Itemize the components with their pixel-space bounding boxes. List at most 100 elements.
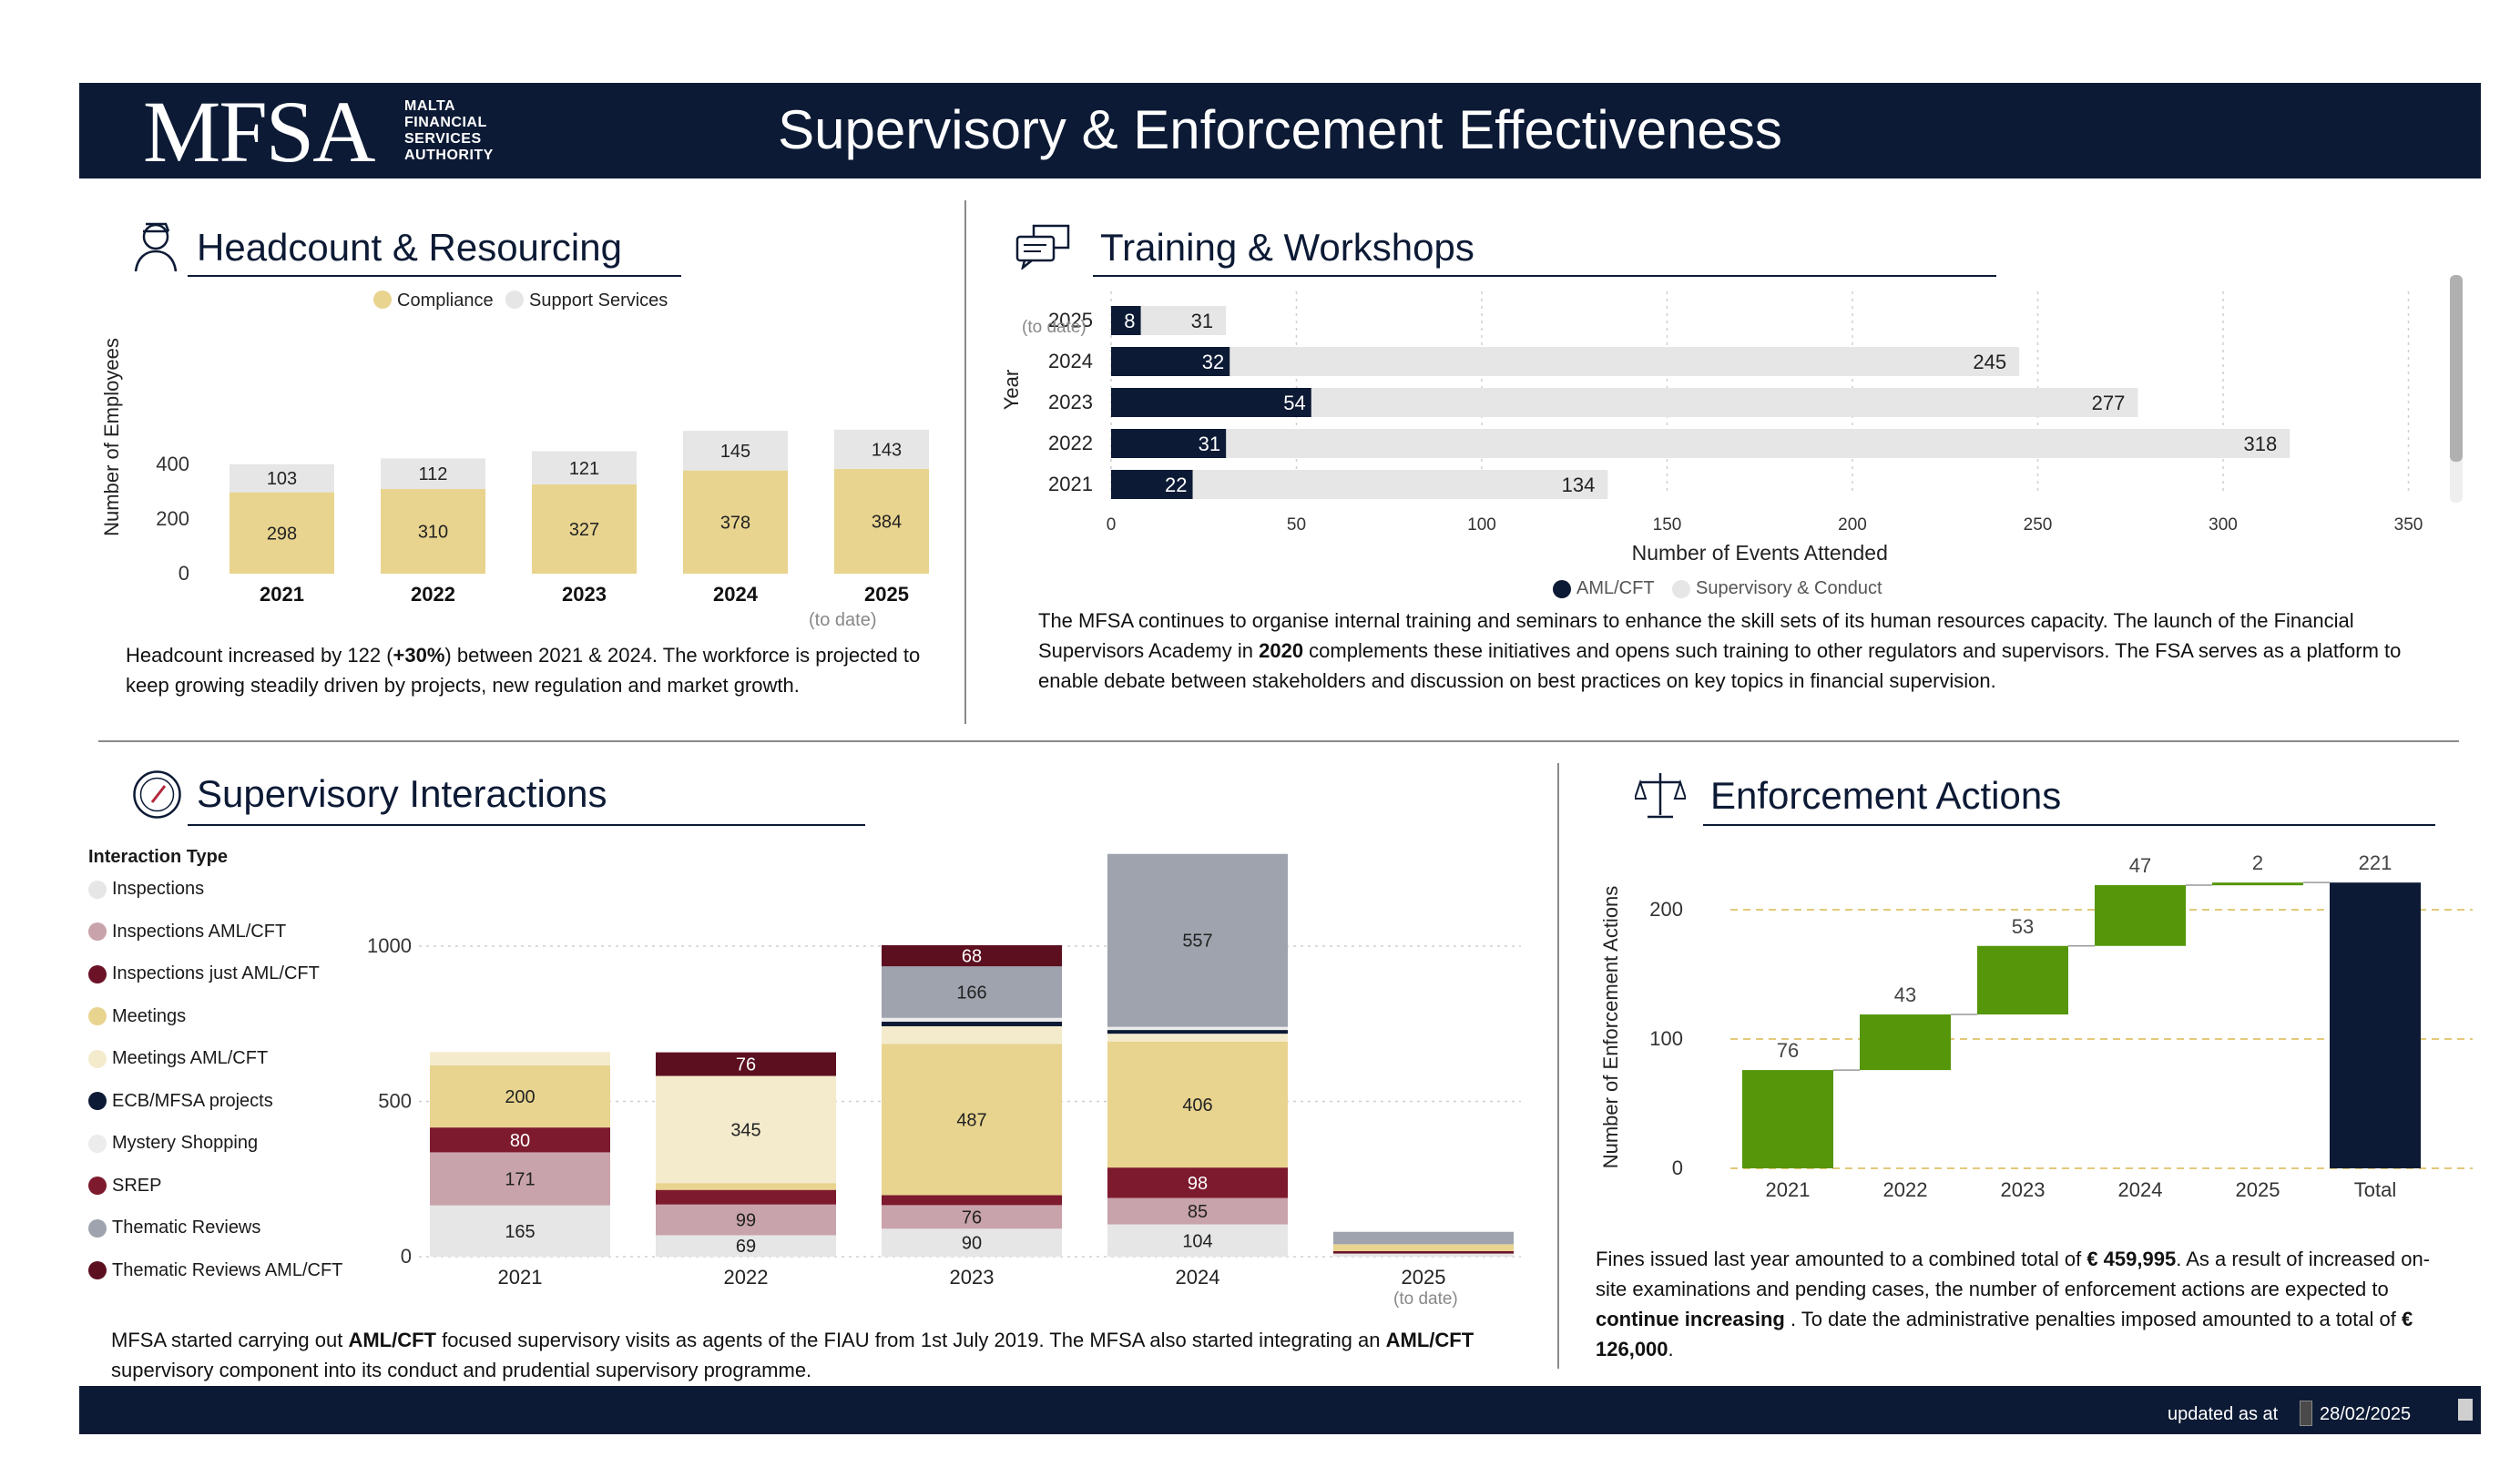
interactions-title: Supervisory Interactions: [197, 772, 607, 815]
interactions-bar-segment: [430, 1065, 610, 1128]
training-data-label-amlcft: 8: [1124, 310, 1135, 332]
interactions-x-tick: 2021: [498, 1266, 543, 1289]
training-x-tick: 350: [2394, 515, 2423, 535]
training-title: Training & Workshops: [1100, 226, 1474, 269]
interactions-2025-note: (to date): [1393, 1289, 1458, 1309]
headcount-data-label: 145: [720, 442, 750, 462]
headcount-data-label: 298: [267, 524, 297, 544]
training-scrollbar-track[interactable]: [2450, 275, 2463, 503]
enforcement-bar: [1860, 1014, 1951, 1071]
enforcement-underline: [1703, 824, 2435, 826]
training-legend-amlcft: AML/CFT: [1553, 578, 1655, 599]
headcount-bar-segment: [381, 489, 485, 574]
interactions-bar-segment: [656, 1204, 836, 1236]
enforcement-data-label: 2: [2252, 851, 2263, 874]
legend-dot: [88, 1218, 107, 1238]
enforcement-y-axis-label: Number of Enforcement Actions: [1599, 886, 1622, 1169]
headcount-bar-segment: [230, 464, 334, 493]
interactions-legend-item: Inspections AML/CFT: [88, 922, 286, 942]
interactions-data-label: 171: [505, 1170, 535, 1190]
headcount-legend-label: Compliance: [397, 290, 494, 311]
enforcement-y-tick: 0: [1672, 1156, 1683, 1179]
training-bar-amlcft: [1111, 347, 1230, 376]
headcount-legend-dot: [373, 290, 392, 309]
legend-dot: [88, 1261, 107, 1280]
training-2025-note: (to date): [1022, 318, 1087, 337]
interactions-bar-segment: [656, 1183, 836, 1190]
interactions-bar-segment: [882, 944, 1062, 967]
horizontal-divider: [98, 740, 2459, 742]
headcount-data-label: 143: [872, 440, 902, 460]
header-bar: MFSA MALTA FINANCIAL SERVICES AUTHORITY …: [79, 83, 2481, 178]
enforcement-x-tick: 2023: [2001, 1178, 2046, 1201]
interactions-bar-segment: [1333, 1253, 1514, 1257]
interactions-data-label: 200: [505, 1087, 535, 1107]
interactions-bar-segment: [1107, 853, 1288, 1027]
training-y-tick: 2024: [1048, 350, 1093, 372]
training-bar-conduct: [1111, 470, 1608, 499]
interactions-data-label: 76: [962, 1207, 982, 1228]
headcount-bar-segment: [834, 468, 929, 574]
legend-dot: [88, 1007, 107, 1026]
enforcement-x-tick: 2022: [1883, 1178, 1928, 1201]
interactions-bar-segment: [656, 1235, 836, 1257]
interactions-bar-segment: [1107, 1030, 1288, 1034]
training-bar-conduct: [1111, 429, 2290, 458]
headcount-y-axis-label: Number of Employees: [100, 338, 123, 536]
headcount-data-label: 121: [569, 459, 599, 479]
logo-sub-line: SERVICES: [404, 131, 482, 147]
interactions-bar-segment: [1333, 1244, 1514, 1251]
legend-dot: [1672, 579, 1690, 598]
interactions-bar-segment: [882, 1017, 1062, 1022]
enforcement-data-label: 53: [2012, 915, 2034, 938]
logo-sub-line: MALTA: [404, 98, 456, 114]
headcount-x-tick: 2025: [864, 583, 909, 606]
legend-label: SREP: [112, 1175, 162, 1196]
headcount-data-label: 378: [720, 513, 750, 533]
enforcement-bar: [1742, 1070, 1833, 1168]
headcount-y-tick: 0: [179, 562, 189, 585]
interactions-x-tick: 2023: [950, 1266, 995, 1289]
interactions-data-label: 98: [1188, 1174, 1208, 1194]
interactions-bar-segment: [882, 1228, 1062, 1257]
interactions-description: MFSA started carrying out AML/CFT focuse…: [111, 1329, 1474, 1381]
interactions-data-label: 80: [510, 1131, 530, 1151]
legend-dot: [88, 922, 107, 942]
interactions-data-label: 69: [736, 1237, 756, 1257]
legend-label: ECB/MFSA projects: [112, 1090, 273, 1111]
training-x-tick: 200: [1838, 515, 1867, 535]
interactions-data-label: 557: [1182, 932, 1212, 952]
person-icon: [132, 217, 179, 273]
headcount-underline: [188, 275, 681, 277]
training-scrollbar-thumb[interactable]: [2450, 275, 2463, 462]
interactions-data-label: 76: [736, 1055, 756, 1075]
legend-label: Inspections AML/CFT: [112, 921, 287, 942]
interactions-bar-segment: [1107, 1197, 1288, 1225]
training-data-label-conduct: 134: [1562, 474, 1596, 496]
expand-icon[interactable]: [2458, 1399, 2473, 1421]
headcount-data-label: 384: [872, 512, 902, 532]
enforcement-data-label: 43: [1894, 983, 1916, 1006]
calendar-icon: [2300, 1401, 2312, 1426]
training-x-tick: 50: [1287, 515, 1306, 535]
interactions-data-label: 345: [730, 1120, 760, 1140]
legend-dot: [88, 1177, 107, 1196]
headcount-legend-label: Support Services: [529, 290, 668, 311]
legend-label: Thematic Reviews AML/CFT: [112, 1259, 343, 1280]
gauge-icon: [132, 769, 182, 820]
enforcement-x-tick: 2025: [2236, 1178, 2280, 1201]
mfsa-logo: MFSA: [143, 83, 375, 180]
interactions-x-tick: 2025: [1402, 1266, 1446, 1289]
logo-sub-line: AUTHORITY: [404, 148, 494, 163]
interactions-y-tick: 500: [378, 1090, 412, 1113]
enforcement-data-label: 47: [2129, 854, 2151, 877]
interactions-bar-segment: [882, 1021, 1062, 1026]
enforcement-data-label: 76: [1777, 1039, 1799, 1062]
training-data-label-amlcft: 31: [1199, 433, 1220, 455]
training-data-label-amlcft: 32: [1202, 351, 1224, 373]
interactions-bar-segment: [1107, 1026, 1288, 1031]
footer-bar: updated as at 28/02/2025: [79, 1386, 2481, 1434]
interactions-bar-segment: [656, 1189, 836, 1205]
interactions-bar-segment: [1107, 1041, 1288, 1168]
interactions-legend-item: Mystery Shopping: [88, 1133, 258, 1154]
